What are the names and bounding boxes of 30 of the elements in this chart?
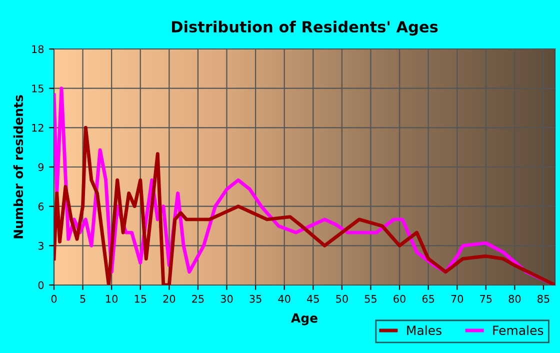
x-tick-label: 15	[134, 295, 146, 303]
x-tick-label: 30	[220, 294, 233, 303]
y-tick-label: 0	[38, 281, 44, 290]
chart-title: Distribution of Residents' Ages	[172, 20, 438, 36]
x-tick-label: 40	[278, 294, 290, 303]
x-tick-label: 65	[422, 294, 434, 303]
x-tick-label: 20	[163, 294, 176, 303]
x-tick-label: 5	[80, 295, 86, 303]
y-tick-label: 3	[38, 242, 44, 250]
y-axis-title: Number of residents	[13, 95, 24, 238]
x-tick-label: 70	[451, 294, 464, 303]
x-tick-label: 45	[307, 295, 319, 303]
x-tick-label: 35	[250, 294, 262, 303]
y-tick-label: 15	[32, 84, 44, 92]
x-tick-label: 25	[192, 294, 204, 303]
x-tick-label: 55	[364, 295, 376, 303]
y-tick-label: 18	[32, 45, 44, 54]
legend-label: Males	[407, 325, 442, 336]
y-tick-label: 6	[38, 202, 44, 210]
x-tick-label: 50	[336, 294, 348, 303]
x-tick-label: 85	[538, 294, 550, 303]
x-tick-label: 60	[394, 294, 406, 303]
y-tick-label: 12	[32, 124, 44, 132]
x-tick-label: 75	[480, 295, 492, 303]
x-tick-label: 10	[106, 294, 118, 303]
x-tick-label: 0	[51, 294, 57, 303]
y-tick-label: 9	[38, 163, 44, 172]
legend-label: Females	[493, 325, 544, 336]
x-tick-label: 80	[508, 294, 521, 303]
x-axis-title: Age	[291, 313, 318, 326]
